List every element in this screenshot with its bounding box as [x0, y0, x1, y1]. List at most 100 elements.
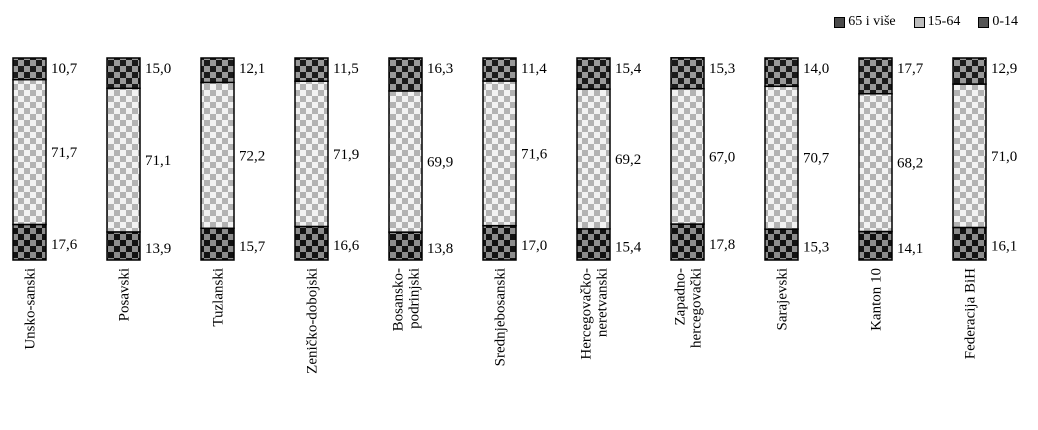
category-label-srednjebosanski: Srednjebosanski	[493, 268, 509, 366]
legend-swatch-65-plus	[834, 16, 846, 28]
value-label-15-64-posavski: 71,1	[145, 153, 171, 169]
bar-segment-0-14-tuzlanski	[200, 227, 235, 261]
value-label-0-14-srednjebosanski: 17,0	[521, 238, 547, 254]
legend-swatch-15-64	[913, 16, 925, 28]
bar-segment-65-plus-bosansko-podrinjski	[388, 57, 423, 92]
value-label-65-plus-bosansko-podrinjski: 16,3	[427, 61, 453, 77]
category-label-line: Kanton 10	[869, 268, 885, 331]
bar-segment-15-64-kanton-10	[858, 93, 893, 233]
value-label-0-14-tuzlanski: 15,7	[239, 239, 266, 255]
category-label-bosansko-podrinjski: Bosansko-podrinjski	[391, 268, 423, 331]
legend-label-15-64: 15-64	[927, 14, 961, 29]
bar-segment-15-64-federacija-bih	[952, 83, 987, 229]
bar-segment-0-14-srednjebosanski	[482, 224, 517, 261]
legend-item-15-64: 15-64	[913, 14, 961, 30]
bar-group-srednjebosanski: 17,0 71,6 11,4 Srednjebosanski	[482, 57, 548, 366]
value-label-15-64-sarajevski: 70,7	[803, 151, 830, 167]
value-label-65-plus-hercegova-ko-neretvanski: 15,4	[615, 61, 642, 77]
bar-segment-0-14-hercegova-ko-neretvanski	[576, 228, 611, 261]
bar-segment-0-14-zapadno-hercegova-ki	[670, 223, 705, 261]
bar-segment-15-64-bosansko-podrinjski	[388, 90, 423, 233]
category-label-line: hercegovački	[689, 268, 705, 348]
legend: 65 i više 15-64 0-14	[834, 14, 1018, 30]
value-label-65-plus-sarajevski: 14,0	[803, 61, 829, 77]
bar-group-sarajevski: 15,3 70,7 14,0 Sarajevski	[764, 57, 830, 330]
value-label-0-14-posavski: 13,9	[145, 241, 171, 257]
bar-group-federacija-bih: 16,1 71,0 12,9 Federacija BiH	[952, 57, 1017, 359]
category-label-line: Zeničko-dobojski	[305, 268, 321, 374]
bar-segment-0-14-kanton-10	[858, 230, 893, 261]
category-label-sarajevski: Sarajevski	[775, 268, 791, 330]
bar-segment-65-plus-zeni-ko-dobojski	[294, 57, 329, 82]
bar-group-zapadno-hercegova-ki: 17,8 67,0 15,3 Zapadno-hercegovački	[670, 57, 735, 348]
bar-segment-15-64-sarajevski	[764, 85, 799, 230]
bar-segment-15-64-hercegova-ko-neretvanski	[576, 88, 611, 230]
bar-segment-65-plus-unsko-sanski	[12, 57, 47, 81]
bar-segment-0-14-unsko-sanski	[12, 223, 47, 261]
value-label-0-14-bosansko-podrinjski: 13,8	[427, 241, 453, 257]
category-label-unsko-sanski: Unsko-sanski	[23, 268, 39, 350]
value-label-65-plus-federacija-bih: 12,9	[991, 61, 1017, 77]
category-label-tuzlanski: Tuzlanski	[211, 268, 227, 327]
category-label-line: Bosansko-	[391, 268, 407, 331]
bar-segment-65-plus-posavski	[106, 57, 141, 90]
category-label-zeni-ko-dobojski: Zeničko-dobojski	[305, 268, 321, 374]
bar-group-tuzlanski: 15,7 72,2 12,1 Tuzlanski	[200, 57, 266, 327]
value-label-0-14-zapadno-hercegova-ki: 17,8	[709, 237, 735, 253]
bar-segment-15-64-zeni-ko-dobojski	[294, 80, 329, 228]
bar-segment-15-64-tuzlanski	[200, 81, 235, 230]
value-label-65-plus-srednjebosanski: 11,4	[521, 61, 547, 77]
value-label-65-plus-zeni-ko-dobojski: 11,5	[333, 61, 359, 77]
category-label-zapadno-hercegova-ki: Zapadno-hercegovački	[673, 268, 705, 348]
value-label-0-14-kanton-10: 14,1	[897, 241, 923, 257]
value-label-15-64-zapadno-hercegova-ki: 67,0	[709, 149, 735, 165]
value-label-65-plus-tuzlanski: 12,1	[239, 61, 265, 77]
legend-swatch-0-14	[978, 16, 990, 28]
category-label-hercegova-ko-neretvanski: Hercegovačko-neretvanski	[579, 268, 611, 360]
bar-segment-65-plus-federacija-bih	[952, 57, 987, 85]
value-label-15-64-bosansko-podrinjski: 69,9	[427, 155, 453, 171]
category-label-line: Hercegovačko-	[579, 268, 595, 360]
bar-segment-65-plus-tuzlanski	[200, 57, 235, 84]
bar-segment-0-14-sarajevski	[764, 228, 799, 261]
category-label-line: Tuzlanski	[211, 268, 227, 327]
bar-group-posavski: 13,9 71,1 15,0 Posavski	[106, 57, 171, 321]
bar-segment-65-plus-kanton-10	[858, 57, 893, 95]
category-label-line: Federacija BiH	[963, 268, 979, 359]
bar-group-zeni-ko-dobojski: 16,6 71,9 11,5 Zeničko-dobojski	[294, 57, 360, 374]
bar-segment-0-14-federacija-bih	[952, 226, 987, 261]
value-label-15-64-tuzlanski: 72,2	[239, 148, 265, 164]
category-label-line: podrinjski	[407, 268, 423, 329]
value-label-0-14-unsko-sanski: 17,6	[51, 237, 78, 253]
legend-item-0-14: 0-14	[978, 14, 1018, 30]
category-label-line: Posavski	[117, 268, 133, 321]
value-label-15-64-federacija-bih: 71,0	[991, 149, 1017, 165]
bar-segment-0-14-zeni-ko-dobojski	[294, 225, 329, 261]
category-label-line: Srednjebosanski	[493, 268, 509, 366]
bar-segment-15-64-posavski	[106, 87, 141, 233]
category-label-line: Zapadno-	[673, 268, 689, 325]
value-label-0-14-federacija-bih: 16,1	[991, 239, 1017, 255]
bar-group-bosansko-podrinjski: 13,8 69,9 16,3 Bosansko-podrinjski	[388, 57, 453, 331]
value-label-0-14-zeni-ko-dobojski: 16,6	[333, 238, 360, 254]
bar-segment-15-64-unsko-sanski	[12, 78, 47, 226]
category-label-line: Unsko-sanski	[23, 268, 39, 350]
bar-segment-65-plus-hercegova-ko-neretvanski	[576, 57, 611, 90]
legend-item-65-plus: 65 i više	[834, 14, 896, 30]
value-label-65-plus-kanton-10: 17,7	[897, 61, 924, 77]
value-label-65-plus-unsko-sanski: 10,7	[51, 61, 78, 77]
bar-segment-15-64-zapadno-hercegova-ki	[670, 87, 705, 225]
bar-segment-0-14-posavski	[106, 231, 141, 261]
value-label-15-64-zeni-ko-dobojski: 71,9	[333, 147, 359, 163]
bar-segment-65-plus-sarajevski	[764, 57, 799, 88]
value-label-65-plus-posavski: 15,0	[145, 61, 171, 77]
category-label-line: Sarajevski	[775, 268, 791, 330]
legend-label-65-plus: 65 i više	[848, 14, 896, 29]
category-label-kanton-10: Kanton 10	[869, 268, 885, 331]
value-label-15-64-hercegova-ko-neretvanski: 69,2	[615, 152, 641, 168]
bar-segment-65-plus-srednjebosanski	[482, 57, 517, 82]
value-label-15-64-kanton-10: 68,2	[897, 156, 923, 172]
